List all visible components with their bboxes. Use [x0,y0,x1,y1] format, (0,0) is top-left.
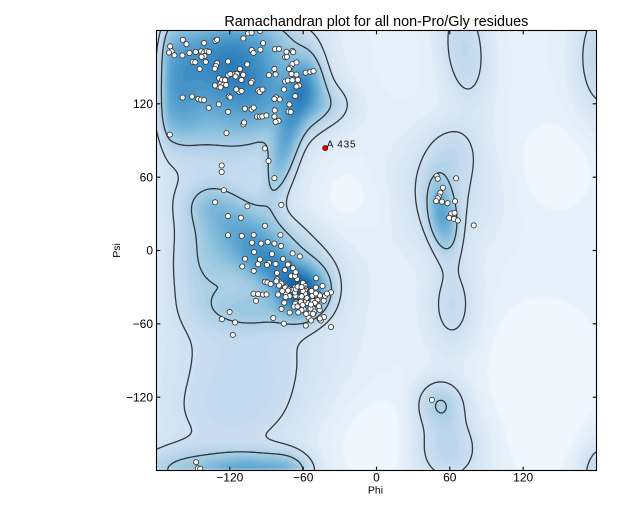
svg-text:Ramachandran plot for all non-: Ramachandran plot for all non-Pro/Gly re… [224,14,528,30]
svg-text:A 435: A 435 [327,139,357,150]
svg-text:−60: −60 [133,317,154,331]
svg-text:−120: −120 [126,390,153,404]
svg-text:60: 60 [140,170,154,184]
svg-text:0: 0 [146,244,153,258]
svg-text:Phi: Phi [368,485,383,497]
svg-text:120: 120 [513,471,533,485]
svg-text:0: 0 [373,471,380,485]
svg-text:60: 60 [443,471,457,485]
svg-text:120: 120 [133,97,153,111]
svg-text:Psi: Psi [111,243,123,258]
svg-text:−120: −120 [216,471,243,485]
svg-text:−60: −60 [293,471,314,485]
